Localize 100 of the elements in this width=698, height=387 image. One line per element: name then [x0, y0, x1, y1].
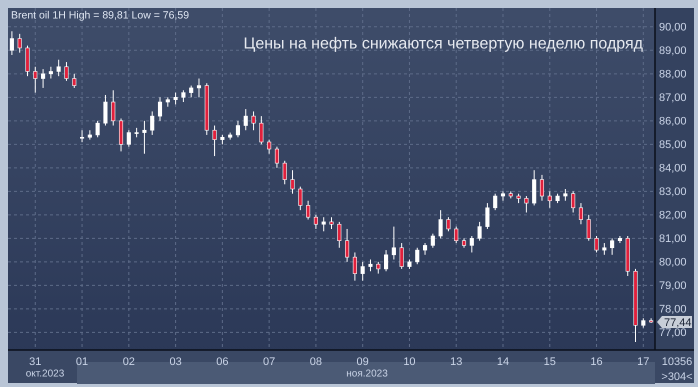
x-tick-label: 07 — [263, 356, 276, 368]
y-tick-label: 90,00 — [659, 22, 687, 34]
candlestick — [282, 160, 287, 185]
candlestick — [454, 226, 458, 244]
candlestick — [470, 236, 474, 253]
candlestick — [314, 214, 318, 230]
y-tick-label: 84,00 — [659, 162, 687, 175]
candlestick — [150, 110, 154, 136]
candlestick — [556, 193, 560, 204]
candlestick — [524, 196, 528, 213]
candlestick — [368, 259, 373, 272]
candlestick — [400, 242, 404, 270]
y-tick-label: 86,00 — [659, 116, 687, 128]
candlestick — [274, 146, 279, 168]
candlestick — [18, 33, 22, 54]
candlestick — [462, 238, 466, 248]
text: окт.2023 — [26, 368, 65, 380]
text: 10356 — [662, 356, 692, 368]
candlestick — [563, 188, 568, 202]
candlestick — [212, 125, 217, 157]
candlestick — [610, 238, 614, 256]
candlestick — [103, 94, 108, 126]
candlestick — [422, 242, 428, 256]
candlestick — [430, 233, 435, 248]
candlestick — [407, 259, 412, 270]
x-tick-label: 16 — [590, 356, 603, 368]
candlestick — [322, 216, 326, 232]
chart-subtitle: Brent oil 1H High = 89,81 Low = 76,59 — [11, 10, 190, 22]
candlestick — [352, 252, 357, 282]
x-tick-label: 17 — [637, 356, 650, 368]
candlestick — [25, 45, 30, 77]
candlestick — [10, 30, 14, 56]
candlestick — [500, 190, 506, 202]
x-tick-label: 10 — [403, 356, 416, 368]
text: Цены на нефть снижаются четвертую неделю подряд — [243, 36, 644, 53]
candlestick — [174, 92, 178, 105]
text: ноя.2023 — [346, 368, 388, 380]
candlestick — [142, 120, 146, 154]
y-tick-label: 78,00 — [659, 304, 687, 316]
x-tick-label: 06 — [216, 356, 228, 368]
candlestick — [72, 73, 76, 88]
candlestick — [220, 134, 224, 145]
candlestick — [166, 96, 170, 108]
candlestick — [329, 216, 334, 230]
candlestick — [384, 250, 388, 272]
candlestick — [118, 118, 124, 152]
candlestick — [493, 193, 498, 211]
candlestick — [244, 108, 248, 131]
x-tick-label: 13 — [450, 356, 462, 368]
y-tick-label: 77,00 — [659, 327, 687, 340]
y-tick-label: 79,00 — [659, 280, 687, 292]
candlestick — [134, 127, 139, 138]
candlestick — [571, 190, 576, 213]
candlestick — [111, 90, 116, 126]
candlestick — [415, 247, 420, 265]
candlestick — [96, 120, 100, 138]
candlestick — [516, 193, 521, 204]
candlestick — [64, 62, 69, 82]
y-tick-label: 87,00 — [659, 92, 687, 104]
text: 77,44 — [664, 316, 692, 329]
candlestick — [438, 210, 443, 239]
candlestick — [56, 59, 61, 77]
candlestick — [345, 228, 350, 262]
y-tick-label: 82,00 — [659, 210, 687, 222]
x-tick-label: 01 — [76, 356, 88, 368]
candlestick — [33, 66, 38, 94]
candlestick — [306, 200, 310, 220]
candlestick — [41, 68, 46, 88]
candlestick — [236, 120, 240, 138]
candlestick — [189, 85, 194, 98]
candlestick — [586, 214, 591, 242]
candlestick — [298, 186, 302, 211]
text: >304< — [661, 370, 693, 383]
candlestick — [446, 216, 450, 232]
x-tick-label: 03 — [169, 356, 182, 368]
x-tick-label: 14 — [496, 356, 510, 368]
candlestick — [267, 139, 272, 154]
x-tick-label: 15 — [544, 356, 556, 368]
candlestick — [485, 202, 490, 230]
y-tick-label: 88,00 — [659, 68, 687, 81]
candlestick — [196, 78, 202, 98]
candlestick — [126, 130, 131, 148]
y-tick-label: 83,00 — [659, 186, 687, 198]
candlestick — [158, 96, 162, 122]
x-tick-label: 31 — [29, 356, 42, 368]
candlestick — [478, 221, 482, 242]
y-tick-label: 85,00 — [659, 139, 687, 152]
candlestick — [641, 318, 646, 328]
candlestick — [259, 116, 264, 145]
candlestick — [337, 221, 342, 248]
candlestick — [392, 226, 396, 260]
candlestick — [80, 130, 84, 142]
x-tick-label: 08 — [310, 356, 322, 368]
candlestick — [48, 66, 53, 80]
candlestick — [376, 261, 380, 274]
candlestick — [532, 170, 536, 206]
candlestick — [360, 261, 365, 282]
x-tick-label: 02 — [122, 356, 135, 368]
y-tick-label: 81,00 — [659, 233, 687, 246]
candlestick — [251, 110, 256, 131]
